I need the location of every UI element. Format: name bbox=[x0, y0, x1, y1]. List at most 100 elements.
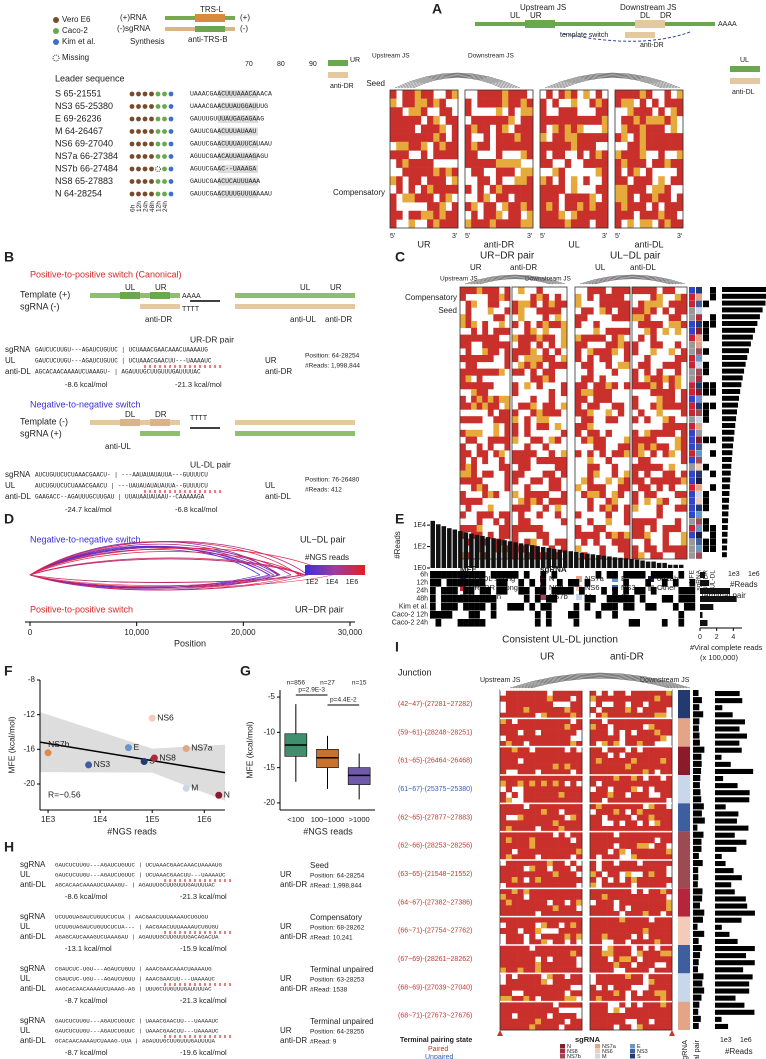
heatmap-cell bbox=[529, 1024, 536, 1031]
dl-box bbox=[635, 20, 665, 28]
heatmap-cell bbox=[514, 124, 521, 134]
heatmap-cell bbox=[587, 355, 594, 363]
heatmap-cell bbox=[500, 1018, 507, 1025]
heatmap-cell bbox=[654, 752, 661, 759]
heatmap-cell bbox=[514, 202, 521, 212]
heatmap-cell bbox=[552, 1024, 559, 1031]
reads-bar bbox=[722, 307, 763, 313]
heatmap-cell bbox=[587, 368, 594, 376]
heatmap-cell bbox=[558, 792, 565, 798]
heatmap-cell bbox=[595, 939, 603, 946]
heatmap-cell bbox=[529, 933, 536, 940]
heatmap-cell bbox=[632, 491, 639, 499]
heatmap-cell bbox=[650, 477, 657, 485]
label: DL bbox=[125, 410, 136, 419]
heatmap-cell bbox=[535, 865, 542, 872]
heatmap-cell bbox=[530, 375, 537, 383]
heatmap-cell bbox=[482, 552, 489, 560]
heatmap-cell bbox=[564, 707, 571, 713]
label: AGUUCGAACAUUAUAAGAGU bbox=[190, 153, 268, 160]
heatmap-cell bbox=[570, 831, 577, 838]
heatmap-cell bbox=[623, 341, 631, 349]
sg-cell bbox=[696, 368, 702, 376]
heatmap-cell bbox=[654, 1007, 661, 1014]
heatmap-cell bbox=[613, 962, 620, 968]
pair-bar bbox=[693, 831, 704, 838]
bar bbox=[662, 562, 667, 568]
heatmap-cell bbox=[535, 803, 542, 810]
heatmap-cell bbox=[552, 124, 559, 134]
presence-cell bbox=[678, 595, 685, 603]
heatmap-cell bbox=[601, 916, 608, 923]
heatmap-cell bbox=[554, 504, 562, 512]
panel-letter: G bbox=[240, 663, 251, 679]
heatmap-cell bbox=[504, 429, 511, 437]
heatmap-cell bbox=[654, 979, 661, 985]
label: sgRNA bbox=[20, 860, 46, 869]
presence-cell bbox=[667, 595, 674, 603]
heatmap-cell bbox=[638, 457, 645, 465]
heatmap-cell bbox=[601, 990, 608, 997]
heatmap-cell bbox=[541, 945, 548, 951]
sample-dot bbox=[142, 191, 148, 197]
heatmap-cell bbox=[654, 746, 661, 753]
heatmap-cell bbox=[552, 865, 559, 872]
heatmap-cell bbox=[552, 210, 559, 220]
heatmap-cell bbox=[636, 1013, 644, 1019]
sg-cell bbox=[678, 1001, 690, 1030]
heatmap-cell bbox=[590, 724, 597, 730]
heatmap-cell bbox=[546, 775, 554, 781]
bar bbox=[579, 552, 585, 568]
heatmap-cell bbox=[518, 402, 525, 410]
heatmap-cell bbox=[601, 984, 608, 991]
label: UL bbox=[125, 283, 136, 292]
heatmap-cell bbox=[648, 837, 655, 844]
heatmap-cell bbox=[471, 463, 477, 471]
heatmap-cell bbox=[577, 202, 584, 212]
heatmap-cell bbox=[548, 321, 556, 329]
heatmap-cell bbox=[595, 826, 603, 832]
heatmap-cell bbox=[520, 193, 528, 203]
heatmap-cell bbox=[505, 809, 513, 815]
heatmap-cell bbox=[536, 409, 543, 417]
heatmap-cell bbox=[595, 894, 603, 900]
heatmap-cell bbox=[512, 389, 519, 397]
heatmap-cell bbox=[638, 484, 645, 492]
heatmap-cell bbox=[570, 1018, 577, 1025]
presence-cell bbox=[446, 587, 453, 595]
heatmap-cell bbox=[546, 984, 554, 991]
presence-cell bbox=[523, 595, 530, 603]
heatmap-cell bbox=[631, 877, 638, 883]
label: NS7b 66-27484 bbox=[55, 163, 118, 173]
heatmap-cell bbox=[619, 933, 626, 940]
heatmap-cell bbox=[605, 382, 612, 390]
heatmap-cell bbox=[541, 967, 548, 974]
heatmap-cell bbox=[601, 1001, 608, 1008]
arc bbox=[518, 675, 682, 689]
mfe-cell bbox=[689, 518, 695, 525]
heatmap-cell bbox=[658, 141, 665, 151]
heatmap-cell bbox=[477, 176, 484, 186]
heatmap-cell bbox=[656, 300, 663, 308]
point bbox=[85, 761, 93, 769]
heatmap-cell bbox=[619, 724, 626, 730]
presence-cell bbox=[457, 579, 464, 587]
label: -8.6 kcal/mol bbox=[65, 892, 108, 901]
heatmap-cell bbox=[570, 1024, 577, 1031]
heatmap-cell bbox=[595, 905, 603, 912]
heatmap-cell bbox=[648, 775, 655, 781]
sg-cell bbox=[696, 327, 702, 335]
heatmap-cell bbox=[631, 707, 638, 713]
heatmap-cell bbox=[648, 888, 655, 895]
heatmap-cell bbox=[530, 409, 537, 417]
arc bbox=[412, 77, 503, 89]
heatmap-cell bbox=[530, 497, 537, 505]
heatmap-cell bbox=[512, 538, 519, 546]
heatmap-cell bbox=[674, 552, 682, 560]
presence-cell bbox=[606, 603, 613, 611]
heatmap-cell bbox=[617, 491, 625, 499]
presence-cell bbox=[568, 587, 574, 595]
heatmap-cell bbox=[535, 1001, 542, 1008]
label: MFE bbox=[460, 565, 478, 574]
